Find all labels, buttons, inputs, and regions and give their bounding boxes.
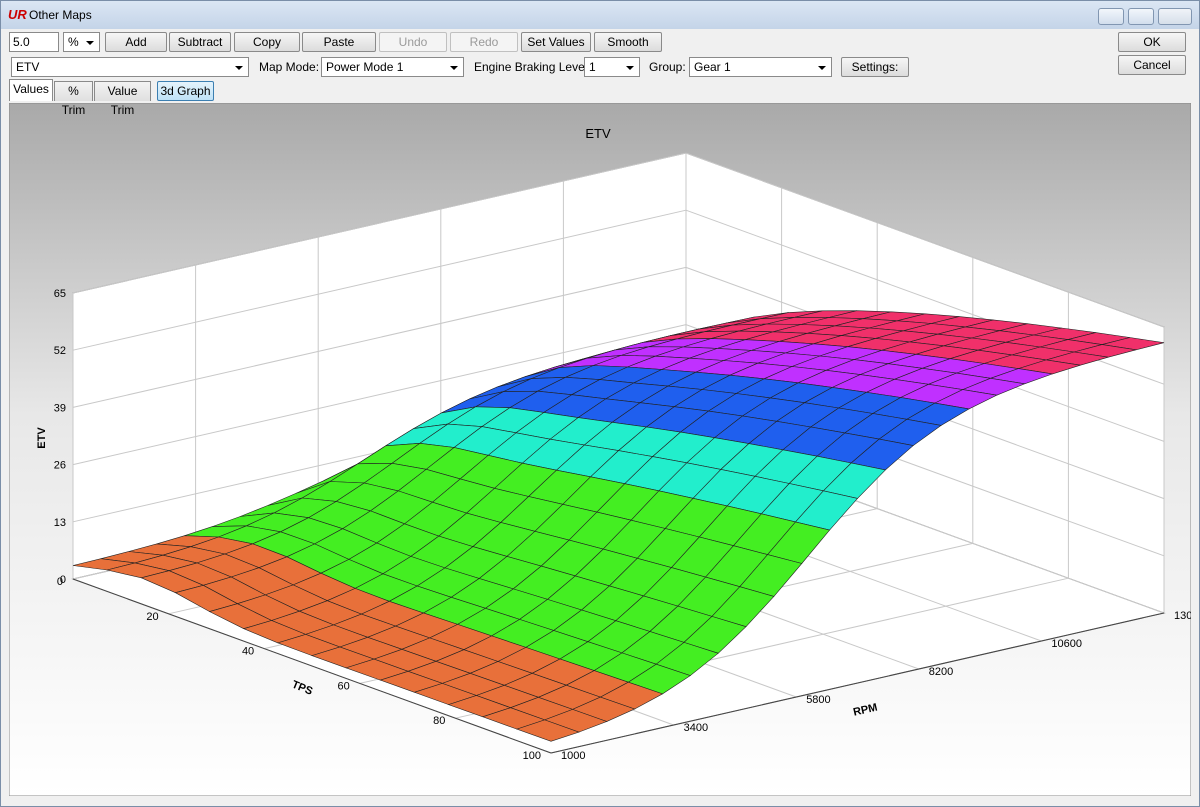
toolbar-button[interactable]: Paste [302,32,376,52]
toolbar-button[interactable]: Subtract [169,32,231,52]
rpm-tick-label: 3400 [684,722,708,734]
close-button[interactable] [1158,8,1192,25]
toolbar-button: Redo [450,32,518,52]
step-value: 5.0 [13,35,30,49]
surface-cell [515,719,580,742]
tps-tick-label: 0 [57,576,63,588]
label: Engine Braking Level: [474,60,591,74]
grid-line [72,266,687,408]
z-axis-title: ETV [36,427,48,449]
toolbar-button[interactable]: Set Values [521,32,591,52]
window-title: Other Maps [29,8,92,22]
minimize-button[interactable] [1098,8,1124,25]
toolbar-button[interactable]: Smooth [594,32,662,52]
tab[interactable]: Values [9,79,53,101]
title-bar [1,1,1199,29]
tab[interactable]: Value Trim [94,81,151,117]
z-tick-label: 65 [54,288,66,300]
z-tick-label: 39 [54,402,66,414]
unit-value: % [68,35,79,49]
z-tick-label: 52 [54,345,66,357]
grid-line [72,324,687,466]
tps-tick-label: 80 [433,715,445,727]
axis-line [550,612,1165,754]
rpm-tick-label: 1000 [561,750,585,762]
rpm-axis-title: RPM [852,701,879,718]
cancel-button[interactable]: Cancel [1118,55,1186,75]
z-tick-label: 26 [54,460,66,472]
tps-tick-label: 60 [338,680,350,692]
rpm-tick-label: 10600 [1051,638,1082,650]
grid-line [72,152,687,294]
map-mode-dropdown[interactable]: Power Mode 1 [321,57,464,77]
toolbar-button: Undo [379,32,447,52]
tps-tick-label: 40 [242,646,254,658]
rpm-tick-label: 8200 [929,666,953,678]
tab[interactable]: % Trim [54,81,93,117]
toolbar-button[interactable]: Copy [234,32,300,52]
unit-dropdown[interactable]: % [63,32,100,52]
maximize-button[interactable] [1128,8,1154,25]
grid-line [72,209,687,351]
ok-button[interactable]: OK [1118,32,1186,52]
engine-braking-dropdown[interactable]: 1 [584,57,640,77]
label: Map Mode: [259,60,320,74]
step-input[interactable]: 5.0 [9,32,59,52]
app-icon: UR [8,7,27,22]
settings-button[interactable]: Settings: [841,57,909,77]
graph-title: ETV [585,126,611,141]
z-tick-label: 0 [60,574,66,586]
map-dropdown[interactable]: ETV [11,57,249,77]
rpm-tick-label: 5800 [806,694,830,706]
rpm-tick-label: 130 [1174,610,1192,622]
tps-tick-label: 100 [523,750,541,762]
tps-tick-label: 20 [146,611,158,623]
axis-line [72,578,552,754]
toolbar-button[interactable]: Add [105,32,167,52]
grid-line [685,152,1165,328]
label: Group: [649,60,686,74]
graph-button[interactable]: 3d Graph [157,81,214,101]
group-dropdown[interactable]: Gear 1 [689,57,832,77]
z-tick-label: 13 [54,517,66,529]
